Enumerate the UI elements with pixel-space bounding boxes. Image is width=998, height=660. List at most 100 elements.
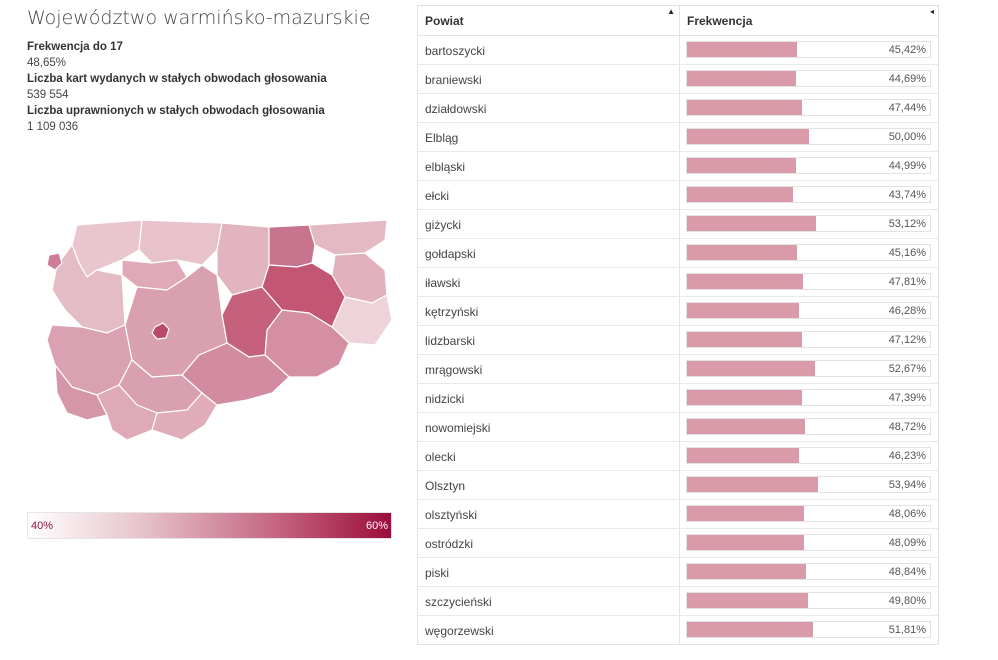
powiat-name-cell: piski: [418, 558, 680, 586]
turnout-bar-track: 48,09%: [686, 534, 931, 551]
sort-toggle-icon[interactable]: ◂: [929, 7, 934, 16]
turnout-cell: 46,23%: [680, 442, 938, 470]
powiat-name-cell: lidzbarski: [418, 326, 680, 354]
table-row[interactable]: gołdapski 45,16%: [418, 239, 938, 268]
turnout-bar-track: 51,81%: [686, 621, 931, 638]
turnout-cell: 51,81%: [680, 616, 938, 645]
turnout-value-label: 47,81%: [888, 276, 926, 288]
turnout-bar-fill: [687, 303, 800, 318]
turnout-bar-fill: [687, 187, 794, 202]
table-row[interactable]: działdowski 47,44%: [418, 94, 938, 123]
stat-turnout-label: Frekwencja do 17: [27, 41, 123, 53]
map-powiat-goldapski[interactable]: [308, 219, 388, 256]
turnout-bar-track: 53,94%: [686, 476, 931, 493]
table-row[interactable]: szczycieński 49,80%: [418, 587, 938, 616]
stat-ballots-label: Liczba kart wydanych w stałych obwodach …: [27, 73, 327, 85]
table-row[interactable]: lidzbarski 47,12%: [418, 326, 938, 355]
turnout-value-label: 43,74%: [888, 189, 926, 201]
powiat-name-cell: olsztyński: [418, 500, 680, 528]
turnout-cell: 46,28%: [680, 297, 938, 325]
turnout-cell: 47,39%: [680, 384, 938, 412]
region-panel: Województwo warmińsko-mazurskie Frekwenc…: [27, 0, 397, 441]
turnout-bar-fill: [687, 42, 798, 57]
turnout-bar-track: 44,99%: [686, 157, 931, 174]
turnout-bar-fill: [687, 593, 808, 608]
turnout-table: Powiat ▲ Frekwencja ◂ bartoszycki 45,42% b…: [417, 5, 939, 645]
turnout-cell: 53,94%: [680, 471, 938, 499]
turnout-bar-fill: [687, 535, 804, 550]
turnout-value-label: 53,94%: [888, 479, 926, 491]
region-map[interactable]: [27, 215, 397, 455]
table-row[interactable]: piski 48,84%: [418, 558, 938, 587]
table-row[interactable]: nidzicki 47,39%: [418, 384, 938, 413]
turnout-cell: 50,00%: [680, 123, 938, 151]
region-title: Województwo warmińsko-mazurskie: [27, 7, 371, 29]
table-row[interactable]: giżycki 53,12%: [418, 210, 938, 239]
map-city-elblag[interactable]: [46, 252, 63, 271]
powiat-name-cell: ełcki: [418, 181, 680, 209]
turnout-bar-fill: [687, 332, 802, 347]
table-row[interactable]: olsztyński 48,06%: [418, 500, 938, 529]
table-row[interactable]: bartoszycki 45,42%: [418, 36, 938, 65]
table-row[interactable]: mrągowski 52,67%: [418, 355, 938, 384]
powiat-name-cell: Olsztyn: [418, 471, 680, 499]
stat-turnout-value: 48,65%: [27, 57, 67, 69]
table-row[interactable]: olecki 46,23%: [418, 442, 938, 471]
table-row[interactable]: ostródzki 48,09%: [418, 529, 938, 558]
column-header-frekwencja[interactable]: Frekwencja ◂: [680, 6, 938, 35]
table-row[interactable]: iławski 47,81%: [418, 268, 938, 297]
turnout-bar-fill: [687, 448, 800, 463]
region-stats: Frekwencja do 17 48,65% Liczba kart wyda…: [27, 39, 397, 135]
turnout-bar-fill: [687, 390, 803, 405]
table-row[interactable]: węgorzewski 51,81%: [418, 616, 938, 645]
powiat-name-cell: nowomiejski: [418, 413, 680, 441]
map-city-olsztyn[interactable]: [151, 322, 170, 340]
turnout-cell: 48,06%: [680, 500, 938, 528]
turnout-bar-track: 47,39%: [686, 389, 931, 406]
turnout-bar-track: 49,80%: [686, 592, 931, 609]
stat-ballots-value: 539 554: [27, 89, 69, 101]
turnout-value-label: 44,69%: [888, 73, 926, 85]
table-row[interactable]: braniewski 44,69%: [418, 65, 938, 94]
map-powiat-nowomiejski[interactable]: [54, 364, 108, 421]
powiat-name-cell: nidzicki: [418, 384, 680, 412]
turnout-bar-track: 48,84%: [686, 563, 931, 580]
table-row[interactable]: nowomiejski 48,72%: [418, 413, 938, 442]
turnout-value-label: 47,44%: [888, 102, 926, 114]
turnout-value-label: 48,06%: [888, 508, 926, 520]
sort-ascending-icon[interactable]: ▲: [667, 7, 675, 16]
turnout-bar-fill: [687, 506, 804, 521]
turnout-cell: 47,81%: [680, 268, 938, 296]
turnout-bar-track: 52,67%: [686, 360, 931, 377]
turnout-bar-track: 45,16%: [686, 244, 931, 261]
turnout-value-label: 48,72%: [888, 421, 926, 433]
powiat-name-cell: olecki: [418, 442, 680, 470]
turnout-value-label: 46,28%: [888, 305, 926, 317]
turnout-bar-fill: [687, 564, 806, 579]
map-powiat-nidzicki[interactable]: [151, 392, 218, 441]
turnout-cell: 43,74%: [680, 181, 938, 209]
turnout-bar-track: 47,81%: [686, 273, 931, 290]
table-row[interactable]: Olsztyn 53,94%: [418, 471, 938, 500]
map-powiat-wegorzewski[interactable]: [268, 224, 316, 268]
map-powiat-bartoszycki[interactable]: [138, 219, 223, 266]
table-row[interactable]: Elbląg 50,00%: [418, 123, 938, 152]
turnout-bar-track: 50,00%: [686, 128, 931, 145]
turnout-value-label: 48,84%: [888, 566, 926, 578]
turnout-cell: 44,69%: [680, 65, 938, 93]
powiat-name-cell: gołdapski: [418, 239, 680, 267]
turnout-cell: 47,44%: [680, 94, 938, 122]
table-row[interactable]: kętrzyński 46,28%: [418, 297, 938, 326]
powiat-name-cell: mrągowski: [418, 355, 680, 383]
table-row[interactable]: elbląski 44,99%: [418, 152, 938, 181]
turnout-bar-track: 45,42%: [686, 41, 931, 58]
table-row[interactable]: ełcki 43,74%: [418, 181, 938, 210]
turnout-bar-fill: [687, 622, 813, 637]
turnout-bar-track: 44,69%: [686, 70, 931, 87]
column-header-powiat-label: Powiat: [425, 14, 464, 28]
map-powiat-ketrzynski[interactable]: [216, 222, 270, 296]
powiat-name-cell: ostródzki: [418, 529, 680, 557]
column-header-powiat[interactable]: Powiat ▲: [418, 6, 680, 35]
turnout-bar-fill: [687, 71, 796, 86]
stat-eligible-label: Liczba uprawnionych w stałych obwodach g…: [27, 105, 325, 117]
